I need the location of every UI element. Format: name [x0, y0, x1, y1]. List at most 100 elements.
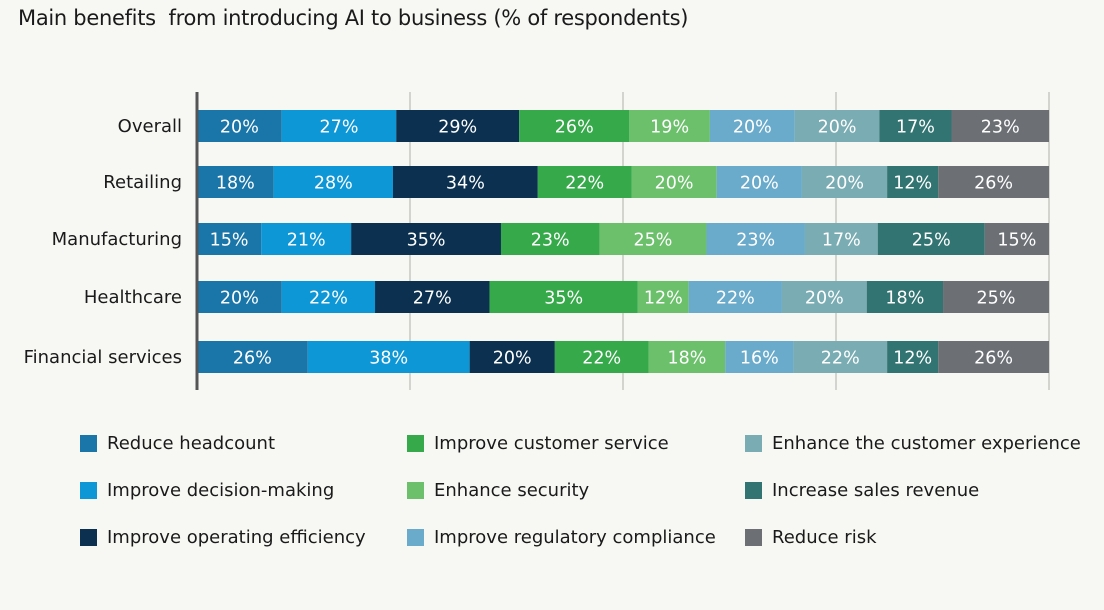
data-label: 20%: [805, 289, 844, 309]
legend-label: Improve customer service: [434, 433, 669, 454]
category-label: Healthcare: [84, 287, 182, 308]
bar-segment: [984, 223, 1049, 255]
chart-legend: Reduce headcount Improve decision-making I…: [80, 420, 1090, 560]
bar-segment: [197, 223, 262, 255]
data-label: 22%: [309, 289, 348, 309]
bar-segment: [879, 110, 952, 142]
data-label: 26%: [974, 349, 1013, 369]
data-label: 28%: [314, 174, 353, 194]
legend-swatch: [745, 435, 762, 452]
bar-segment: [392, 166, 538, 198]
data-label: 21%: [287, 231, 326, 251]
bar-segment: [281, 110, 397, 142]
bar-segment: [951, 110, 1049, 142]
legend-label: Improve regulatory compliance: [434, 527, 716, 548]
data-label: 25%: [912, 231, 951, 251]
data-label: 26%: [233, 349, 272, 369]
bar-segment: [375, 281, 490, 313]
bar-segment: [637, 281, 689, 313]
data-label: 35%: [407, 231, 446, 251]
data-label: 20%: [733, 118, 772, 138]
data-label: 23%: [531, 231, 570, 251]
bar-segment: [877, 223, 985, 255]
legend-label: Reduce headcount: [107, 433, 276, 454]
bar-segment: [554, 341, 649, 373]
chart-title: Main benefits from introducing AI to bus…: [18, 6, 689, 30]
data-label: 20%: [825, 174, 864, 194]
data-label: 26%: [974, 174, 1013, 194]
data-label: 22%: [821, 349, 860, 369]
data-label: 35%: [544, 289, 583, 309]
legend-item: Improve regulatory compliance: [407, 514, 745, 561]
category-label: Overall: [118, 116, 182, 137]
stacked-bar-chart: 20% 27% 29% 26% 19% 20% 20% 17% 23% Overall 18% 28%…: [24, 92, 1050, 390]
category-label: Financial services: [24, 347, 182, 368]
category-label: Manufacturing: [52, 229, 182, 250]
bar-segment: [261, 223, 352, 255]
legend-swatch: [745, 482, 762, 499]
legend-item: Reduce headcount: [80, 420, 407, 467]
bar-segment: [716, 166, 802, 198]
data-label: 29%: [438, 118, 477, 138]
bar-segment: [500, 223, 600, 255]
bar-segment: [793, 341, 888, 373]
bar-segment: [938, 166, 1049, 198]
bar-segment: [801, 166, 888, 198]
data-label: 20%: [493, 349, 532, 369]
data-label: 18%: [667, 349, 706, 369]
legend-swatch: [80, 529, 97, 546]
data-label: 23%: [736, 231, 775, 251]
bar-segment: [197, 166, 274, 198]
data-label: 18%: [885, 289, 924, 309]
data-label: 20%: [740, 174, 779, 194]
data-label: 19%: [650, 118, 689, 138]
bar-segment: [688, 281, 782, 313]
bar-segment: [781, 281, 867, 313]
bar-segment: [709, 110, 795, 142]
legend-swatch: [80, 435, 97, 452]
bar-segment: [489, 281, 638, 313]
bar-segment: [706, 223, 805, 255]
bar-segment: [943, 281, 1049, 313]
bar-segment: [197, 110, 282, 142]
bar-segment: [519, 110, 630, 142]
legend-item: Reduce risk: [745, 514, 1090, 561]
bar-segment: [469, 341, 555, 373]
data-label: 12%: [644, 289, 683, 309]
bar-segment: [599, 223, 707, 255]
data-label: 15%: [210, 231, 249, 251]
data-label: 20%: [655, 174, 694, 194]
bar-segment: [887, 341, 939, 373]
data-label: 27%: [413, 289, 452, 309]
bar-segment: [537, 166, 632, 198]
bar-segment: [351, 223, 501, 255]
legend-swatch: [80, 482, 97, 499]
bar-segment: [281, 281, 376, 313]
data-label: 18%: [216, 174, 255, 194]
bar-segment: [648, 341, 726, 373]
legend-label: Reduce risk: [772, 527, 877, 548]
bar-segment: [794, 110, 880, 142]
data-label: 16%: [740, 349, 779, 369]
bar-segment: [629, 110, 710, 142]
bar-segment: [887, 166, 939, 198]
bar-segment: [631, 166, 717, 198]
bar-segment: [273, 166, 393, 198]
legend-label: Increase sales revenue: [772, 480, 980, 501]
legend-item: Improve customer service: [407, 420, 745, 467]
data-label: 23%: [981, 118, 1020, 138]
data-label: 20%: [220, 289, 259, 309]
legend-label: Enhance security: [434, 480, 590, 501]
legend-swatch: [407, 482, 424, 499]
legend-item: Enhance the customer experience: [745, 420, 1090, 467]
legend-item: Enhance security: [407, 467, 745, 514]
data-label: 27%: [320, 118, 359, 138]
legend-swatch: [407, 435, 424, 452]
data-label: 25%: [634, 231, 673, 251]
bar-segment: [725, 341, 794, 373]
bar-segment: [197, 341, 308, 373]
legend-label: Improve operating efficiency: [107, 527, 366, 548]
bar-segment: [197, 281, 282, 313]
data-label: 15%: [997, 231, 1036, 251]
data-label: 22%: [582, 349, 621, 369]
